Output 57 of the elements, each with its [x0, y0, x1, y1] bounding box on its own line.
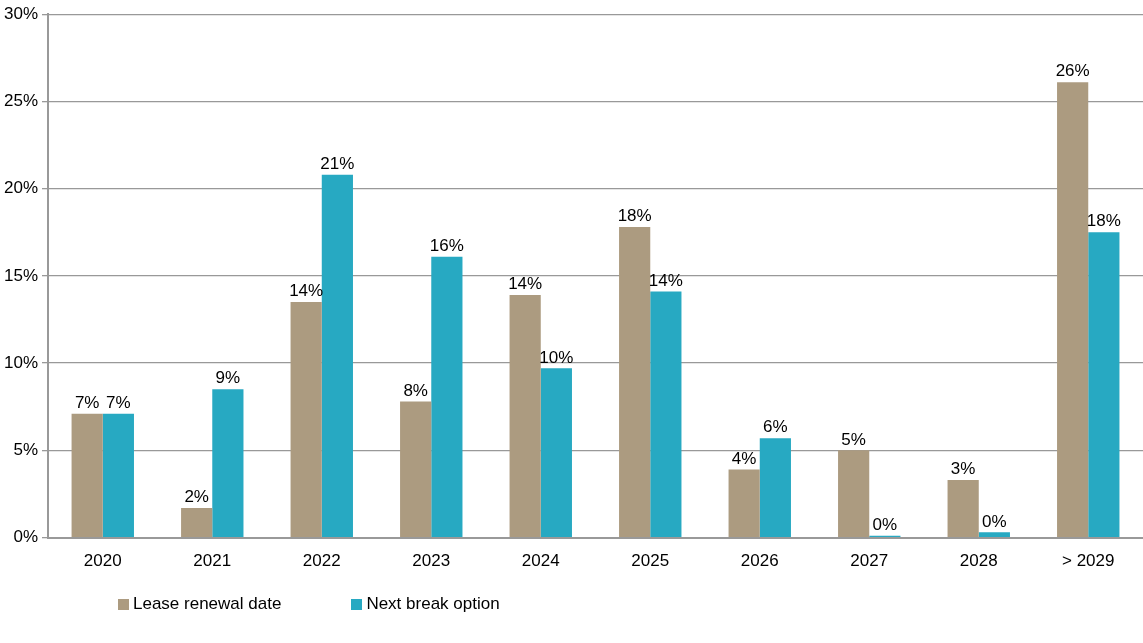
x-tick-label: 2023: [412, 551, 451, 571]
x-tick-label: 2027: [850, 551, 889, 571]
bar: [290, 302, 322, 537]
data-label: 18%: [1086, 211, 1121, 231]
bar: [102, 413, 134, 537]
data-label: 26%: [1055, 61, 1090, 81]
y-tick-label: 25%: [3, 91, 39, 111]
x-tick-label: > 2029: [1062, 551, 1115, 571]
bar: [509, 295, 541, 537]
bar: [212, 389, 244, 537]
x-tick-label: 2025: [631, 551, 670, 571]
y-tick-label: 0%: [13, 527, 39, 547]
x-tick-label: 2020: [83, 551, 122, 571]
data-label: 9%: [215, 368, 241, 388]
bar: [838, 450, 870, 537]
bar: [978, 532, 1010, 537]
data-label: 18%: [617, 206, 652, 226]
y-tick-label: 10%: [3, 352, 39, 372]
bar: [619, 227, 651, 537]
bar: [181, 507, 213, 537]
data-label: 7%: [74, 392, 100, 412]
bar: [400, 401, 432, 537]
y-tick-label: 20%: [3, 178, 39, 198]
legend-label: Next break option: [366, 594, 500, 614]
data-label: 5%: [841, 429, 866, 449]
bar: [540, 368, 572, 537]
data-label: 2%: [184, 487, 209, 507]
data-label: 0%: [872, 515, 898, 535]
bar: [1057, 82, 1089, 537]
y-tick-label: 15%: [3, 265, 39, 285]
bar: [1088, 232, 1120, 537]
x-tick-label: 2022: [302, 551, 341, 571]
x-tick-label: 2024: [521, 551, 560, 571]
y-tick-label: 30%: [3, 3, 39, 23]
data-label: 16%: [429, 235, 464, 255]
data-label: 14%: [508, 274, 543, 294]
data-label: 21%: [320, 153, 355, 173]
data-label: 8%: [403, 380, 428, 400]
bar: [71, 413, 103, 537]
data-label: 3%: [950, 459, 976, 479]
data-label: 0%: [982, 511, 1007, 531]
x-tick-label: 2021: [193, 551, 232, 571]
x-tick-label: 2028: [959, 551, 998, 571]
bar: [947, 480, 979, 537]
y-tick-label: 5%: [13, 440, 39, 460]
bar: [759, 438, 791, 537]
data-label: 4%: [731, 448, 757, 468]
bar: [650, 291, 682, 537]
x-tick-label: 2026: [740, 551, 779, 571]
bar: [431, 256, 463, 537]
data-label: 6%: [763, 417, 788, 437]
data-label: 14%: [648, 270, 683, 290]
legend-label: Lease renewal date: [133, 594, 282, 614]
data-label: 7%: [106, 392, 131, 412]
data-label: 10%: [539, 347, 574, 367]
bar: [321, 174, 353, 537]
bar: [728, 469, 760, 537]
